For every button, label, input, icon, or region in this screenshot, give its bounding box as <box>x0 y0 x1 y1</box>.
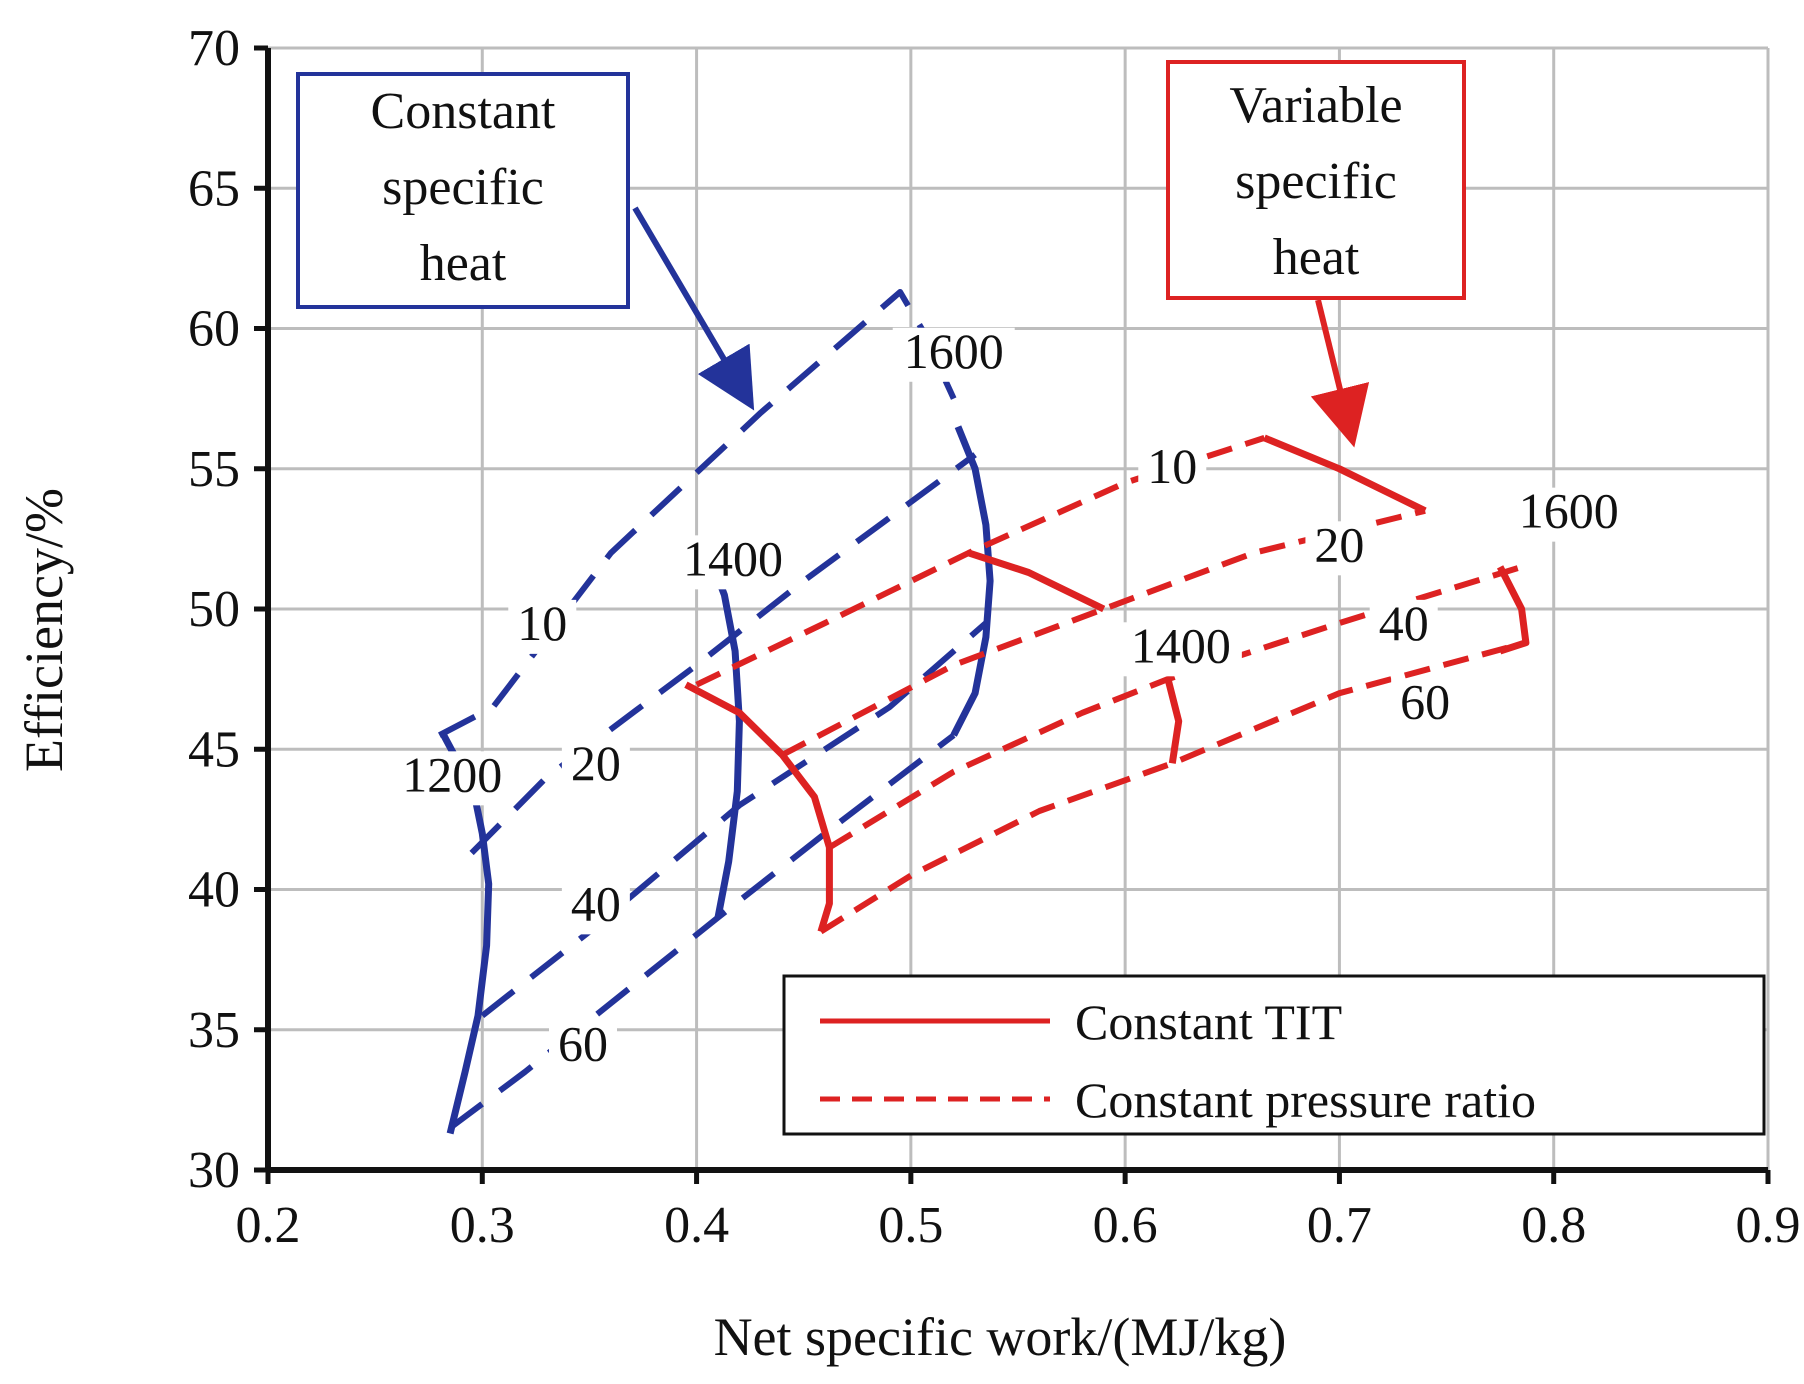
x-tick-label: 0.6 <box>1093 1197 1158 1254</box>
constant-specific-heat-annotation: Constant specific heat <box>296 72 755 411</box>
curve-label-bg <box>892 327 1015 382</box>
x-tick-label: 0.3 <box>450 1197 515 1254</box>
series-variable-tit <box>1496 565 1530 655</box>
variable-box-line-2: specific <box>1235 153 1397 210</box>
curve-label-bg <box>672 535 794 590</box>
constant-box-line-1: Constant <box>371 83 556 140</box>
series-variable-tit-1600 <box>1263 434 1427 514</box>
curve-label-bg <box>1305 521 1374 576</box>
series-constant-tit-1400 <box>710 565 743 919</box>
series-constant-pr-60 <box>448 732 956 1131</box>
legend-entry-constant-tit: Constant TIT <box>1075 994 1342 1050</box>
curve-label-bg <box>1119 622 1242 677</box>
curve-label-bg <box>391 751 514 806</box>
series-constant-tit-1600 <box>950 425 994 737</box>
series-variable-pr-60 <box>819 639 1527 935</box>
series-variable-tit <box>684 681 833 933</box>
series-constant-pr-40 <box>480 620 988 1019</box>
axes: 0.2 0.3 0.4 0.5 0.6 0.7 0.8 0.9 30 35 40 45 50 55 60 65… <box>188 20 1801 1254</box>
y-tick-label: 70 <box>188 20 240 77</box>
y-tick-label: 30 <box>188 1142 240 1199</box>
curve-label-constant-40: 40 <box>571 875 621 931</box>
y-tick-label: 40 <box>188 862 240 919</box>
curve-label-variable-1400: 1400 <box>1131 617 1231 673</box>
curve-label-bg <box>1507 487 1630 542</box>
constant-arrow <box>632 206 755 411</box>
variable-specific-heat-annotation: Variable specific heat <box>1166 60 1466 448</box>
curve-label-constant-1600: 1600 <box>904 323 1004 379</box>
curve-label-constant-1400: 1400 <box>683 530 783 586</box>
x-tick-label: 0.2 <box>236 1197 301 1254</box>
curve-label-constant-20: 20 <box>571 735 621 791</box>
x-tick-label: 0.7 <box>1307 1197 1372 1254</box>
y-axis-title: Efficiency/% <box>14 488 74 772</box>
curve-label-bg <box>549 1020 617 1075</box>
legend-entry-constant-pressure-ratio: Constant pressure ratio <box>1075 1072 1536 1128</box>
curve-label-constant-10: 10 <box>517 595 567 651</box>
y-tick-label: 60 <box>188 301 240 358</box>
series-layer <box>438 289 1530 1135</box>
y-tick-label: 50 <box>188 581 240 638</box>
series-variable-tit-1400 <box>1164 678 1183 764</box>
x-tick-label: 0.4 <box>664 1197 729 1254</box>
curve-label-variable-40: 40 <box>1379 595 1429 651</box>
x-tick-label: 0.5 <box>878 1197 943 1254</box>
curve-label-bg <box>561 880 630 935</box>
curve-label-bg <box>1391 678 1460 733</box>
curve-label-constant-60: 60 <box>558 1016 608 1072</box>
x-tick-label: 0.8 <box>1521 1197 1586 1254</box>
curve-label-bg <box>508 599 577 654</box>
variable-box-line-3: heat <box>1273 229 1360 286</box>
curve-label-variable-60: 60 <box>1400 673 1450 729</box>
curve-label-bg <box>1138 442 1207 497</box>
constant-box-line-3: heat <box>420 235 507 292</box>
curve-label-constant-1200: 1200 <box>402 746 502 802</box>
curve-label-bg <box>561 740 630 795</box>
x-tick-label: 0.9 <box>1736 1197 1801 1254</box>
curve-label-bg <box>1369 599 1438 654</box>
variable-box-line-1: Variable <box>1229 77 1402 134</box>
curve-label-variable-1600: 1600 <box>1519 483 1619 539</box>
series-variable-tit <box>967 549 1106 613</box>
curve-label-variable-10: 10 <box>1147 438 1197 494</box>
y-tick-label: 35 <box>188 1002 240 1059</box>
constant-box-line-2: specific <box>382 159 544 216</box>
y-tick-label: 45 <box>188 721 240 778</box>
series-constant-pr-20 <box>469 452 977 856</box>
y-tick-label: 55 <box>188 441 240 498</box>
curve-label-variable-20: 20 <box>1314 516 1364 572</box>
y-tick-label: 65 <box>188 160 240 217</box>
x-axis-title: Net specific work/(MJ/kg) <box>714 1307 1287 1367</box>
legend: Constant TIT Constant pressure ratio <box>782 974 1766 1136</box>
variable-arrow <box>1310 299 1370 448</box>
series-variable-pr-40 <box>827 564 1523 850</box>
curve-labels: 10 20 40 60 1200 1400 1600 10 20 40 60 1400 1600 <box>391 323 1630 1075</box>
